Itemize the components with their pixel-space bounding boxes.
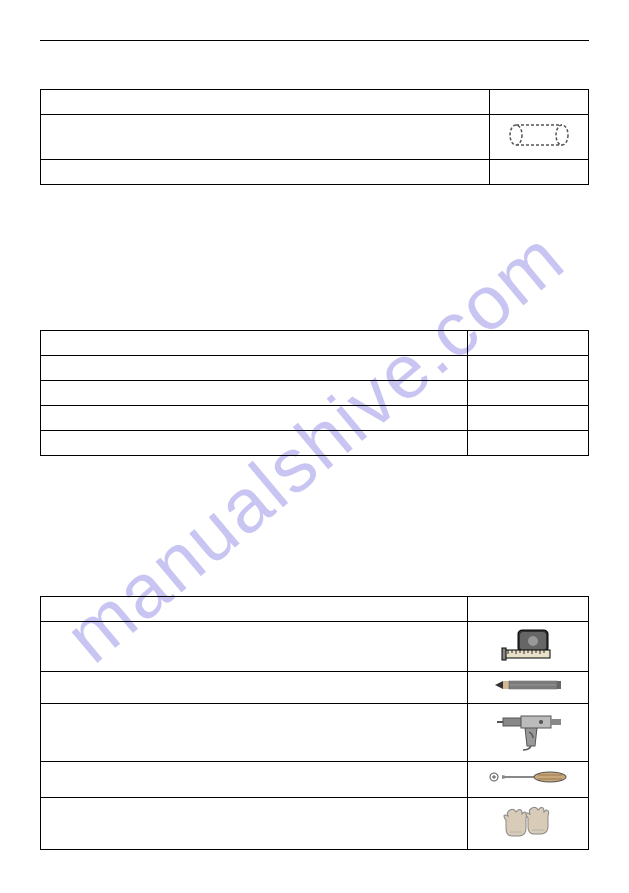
table-cell	[468, 431, 589, 456]
screwdriver-icon	[488, 769, 568, 785]
cylinder-icon	[508, 122, 570, 148]
table-cell	[468, 406, 589, 431]
table-cell	[41, 331, 468, 356]
table-specs	[40, 330, 589, 456]
table-row	[41, 431, 589, 456]
table-cell	[468, 798, 589, 850]
table-row	[41, 406, 589, 431]
table-row	[41, 90, 589, 115]
table-cell	[490, 115, 589, 160]
table-row	[41, 597, 589, 622]
table-cell	[468, 356, 589, 381]
drill-icon	[493, 708, 563, 752]
spacer	[40, 466, 589, 596]
table-row	[41, 331, 589, 356]
spacer	[40, 195, 589, 330]
header-divider	[40, 40, 589, 41]
pencil-icon	[493, 678, 563, 692]
table-cell	[468, 331, 589, 356]
table-cell	[468, 672, 589, 704]
table-row	[41, 381, 589, 406]
table-cell	[41, 406, 468, 431]
table-cell	[41, 597, 468, 622]
table-cell	[468, 704, 589, 762]
table-row	[41, 622, 589, 672]
table-cell	[490, 90, 589, 115]
gloves-icon	[500, 802, 556, 840]
table-tools	[40, 596, 589, 850]
table-cell	[41, 672, 468, 704]
table-cell	[41, 762, 468, 798]
table-cell	[41, 115, 490, 160]
table-parts	[40, 89, 589, 185]
table-cell	[41, 622, 468, 672]
table-row	[41, 762, 589, 798]
table-row	[41, 160, 589, 185]
table-row	[41, 672, 589, 704]
table-row	[41, 356, 589, 381]
table-cell	[41, 798, 468, 850]
page-container	[0, 0, 629, 880]
table-cell	[41, 90, 490, 115]
table-cell	[468, 622, 589, 672]
table-cell	[41, 160, 490, 185]
table-cell	[41, 704, 468, 762]
table-cell	[468, 597, 589, 622]
table-cell	[41, 356, 468, 381]
table-cell	[468, 762, 589, 798]
table-row	[41, 704, 589, 762]
tape-measure-icon	[500, 626, 556, 662]
table-cell	[490, 160, 589, 185]
table-cell	[468, 381, 589, 406]
table-row	[41, 115, 589, 160]
table-cell	[41, 381, 468, 406]
table-row	[41, 798, 589, 850]
table-cell	[41, 431, 468, 456]
